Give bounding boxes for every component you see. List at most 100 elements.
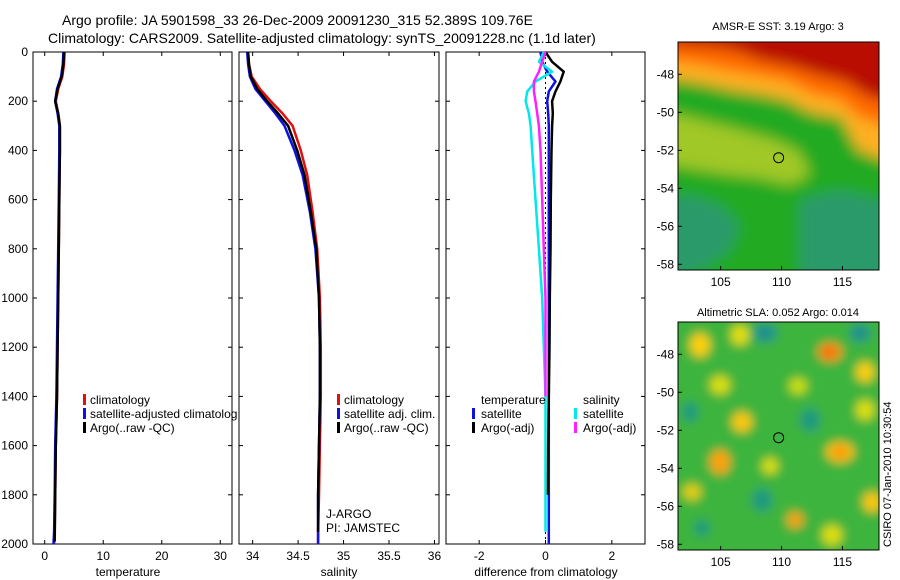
series-line-argo-raw-qc <box>246 51 322 532</box>
sla-map-panel: Altimetric SLA: 0.052 Argo: 0.014 <box>657 307 880 569</box>
legend-swatch-temperature-argo <box>472 422 475 433</box>
difference-legend: temperature satellite Argo(-adj) salinit… <box>472 393 636 435</box>
map-y-tick-label: -50 <box>657 385 675 399</box>
map-y-tick-label: -56 <box>657 219 675 233</box>
legend-swatch-argo <box>337 422 340 433</box>
x-tick-label: 34 <box>246 549 260 563</box>
sla-map-title: Altimetric SLA: 0.052 Argo: 0.014 <box>697 307 859 319</box>
credit-timestamp: CSIRO 07-Jan-2010 10:30:54 <box>882 401 894 547</box>
temperature-series <box>52 51 66 545</box>
temperature-ticks: 0 10 20 30 0 200 400 600 800 1000 1200 1400 1600 1800… <box>1 45 232 563</box>
y-tick-label: 1800 <box>1 488 28 502</box>
legend-label-satellite-adjusted: satellite-adjusted climatolog <box>90 407 237 421</box>
argo-location-marker <box>773 152 785 164</box>
figure-title-line2: Climatology: CARS2009. Satellite-adjuste… <box>48 30 596 46</box>
map-y-tick-label: -54 <box>657 181 675 195</box>
legend-label-argo: Argo(..raw -QC) <box>90 421 175 435</box>
x-tick-label: -2 <box>474 549 485 563</box>
legend-swatch-argo <box>83 422 86 433</box>
map-x-tick-label: 110 <box>772 555 791 569</box>
map-y-tick-label: -52 <box>657 423 675 437</box>
temperature-xlabel: temperature <box>96 565 161 579</box>
series-line-argo-raw-qc <box>53 51 66 542</box>
salinity-series <box>245 51 323 544</box>
sst-map-ticks: 105 110 115 -48 -50 -52 -54 -56 -58 <box>657 67 853 289</box>
legend-header-salinity: salinity <box>583 393 620 407</box>
legend-swatch-climatology <box>337 394 340 405</box>
legend-swatch-satellite-adjusted <box>83 408 86 419</box>
x-tick-label: 34.5 <box>286 549 310 563</box>
legend-swatch-salinity-argo <box>574 422 577 433</box>
salinity-panel: 34 34.5 35 35.5 36 climatology satellite adj… <box>238 51 442 579</box>
temperature-legend: climatology satellite-adjusted climatolo… <box>83 393 237 435</box>
y-tick-label: 800 <box>8 242 28 256</box>
legend-label-temperature-argo: Argo(-adj) <box>481 421 534 435</box>
legend-swatch-salinity-satellite <box>574 408 577 419</box>
legend-swatch-satellite-adj <box>337 408 340 419</box>
y-tick-label: 400 <box>8 143 28 157</box>
map-y-tick-label: -52 <box>657 143 675 157</box>
y-tick-label: 0 <box>21 45 28 59</box>
map-y-tick-label: -48 <box>657 67 675 81</box>
legend-label-climatology: climatology <box>344 393 404 407</box>
y-tick-label: 1000 <box>1 291 28 305</box>
y-tick-label: 2000 <box>1 537 28 551</box>
difference-xlabel: difference from climatology <box>474 565 617 579</box>
sla-map-ticks: 105 110 115 -48 -50 -52 -54 -56 -58 <box>657 347 853 569</box>
sla-field <box>678 322 879 550</box>
temperature-panel: 0 10 20 30 0 200 400 600 800 1000 1200 1400 1600 1800… <box>1 45 237 579</box>
x-tick-label: 2 <box>608 549 615 563</box>
x-tick-label: 0 <box>41 549 48 563</box>
temperature-axes-frame <box>32 51 233 545</box>
series-line-salinity-satellite <box>524 51 554 532</box>
legend-label-argo: Argo(..raw -QC) <box>344 421 429 435</box>
x-tick-label: 35 <box>337 549 351 563</box>
legend-label-salinity-argo: Argo(-adj) <box>583 421 636 435</box>
difference-panel: -2 0 2 temperature satellite Argo(-adj) sa… <box>445 51 646 579</box>
salinity-axes-frame <box>238 51 440 545</box>
map-x-tick-label: 105 <box>711 555 731 569</box>
legend-header-temperature: temperature <box>481 393 546 407</box>
series-line-salinity-argo-adj <box>532 51 547 397</box>
map-y-tick-label: -50 <box>657 105 675 119</box>
sla-map-frame <box>677 321 880 551</box>
sst-map-frame <box>677 41 880 271</box>
legend-swatch-temperature-satellite <box>472 408 475 419</box>
map-y-tick-label: -56 <box>657 499 675 513</box>
x-tick-label: 20 <box>155 549 169 563</box>
y-tick-label: 1400 <box>1 389 28 403</box>
x-tick-label: 30 <box>214 549 228 563</box>
map-x-tick-label: 105 <box>711 275 731 289</box>
difference-series <box>524 51 565 544</box>
map-x-tick-label: 115 <box>833 275 852 289</box>
sst-map-title: AMSR-E SST: 3.19 Argo: 3 <box>712 21 843 33</box>
y-tick-label: 1600 <box>1 439 28 453</box>
map-x-tick-label: 115 <box>833 555 852 569</box>
x-tick-label: 36 <box>428 549 442 563</box>
y-tick-label: 600 <box>8 193 28 207</box>
argo-location-marker <box>773 432 785 444</box>
series-line-temperature-argo-adj <box>544 51 565 495</box>
float-program-annotation: J-ARGO <box>326 507 371 521</box>
map-x-tick-label: 110 <box>772 275 791 289</box>
legend-label-temperature-satellite: satellite <box>481 407 522 421</box>
legend-label-salinity-satellite: satellite <box>583 407 624 421</box>
map-y-tick-label: -58 <box>657 537 675 551</box>
y-tick-label: 1200 <box>1 340 28 354</box>
map-y-tick-label: -58 <box>657 257 675 271</box>
sst-map-panel: AMSR-E SST: 3.19 Argo: 3 105 110 115 -48 -50… <box>657 21 880 289</box>
x-tick-label: 10 <box>97 549 111 563</box>
y-tick-label: 200 <box>8 94 28 108</box>
x-tick-label: 0 <box>542 549 549 563</box>
legend-label-satellite-adj: satellite adj. clim. <box>344 407 435 421</box>
map-y-tick-label: -54 <box>657 461 675 475</box>
x-tick-label: 35.5 <box>377 549 401 563</box>
legend-label-climatology: climatology <box>90 393 150 407</box>
map-y-tick-label: -48 <box>657 347 675 361</box>
float-pi-annotation: PI: JAMSTEC <box>326 521 400 535</box>
salinity-legend: climatology satellite adj. clim. Argo(..… <box>337 393 435 435</box>
sst-field <box>678 42 879 270</box>
salinity-xlabel: salinity <box>321 565 358 579</box>
legend-swatch-climatology <box>83 394 86 405</box>
